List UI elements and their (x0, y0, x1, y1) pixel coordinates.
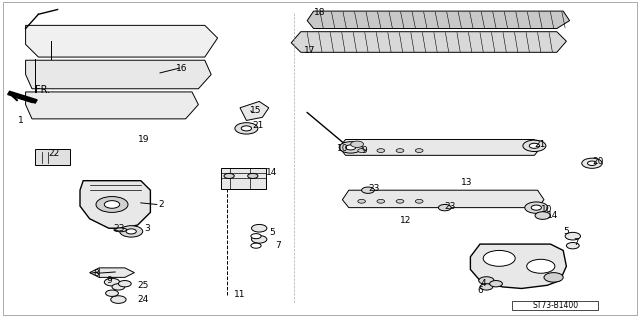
Text: 2: 2 (159, 200, 164, 209)
Text: 22: 22 (48, 149, 60, 158)
Circle shape (358, 199, 365, 203)
Circle shape (396, 199, 404, 203)
Text: 15: 15 (250, 107, 261, 115)
Text: ST73-B1400: ST73-B1400 (532, 301, 579, 310)
Text: 3: 3 (144, 224, 150, 233)
Polygon shape (342, 190, 544, 208)
Circle shape (527, 259, 555, 273)
Ellipse shape (114, 228, 127, 232)
Text: 23: 23 (113, 224, 125, 233)
Text: 16: 16 (176, 64, 188, 73)
Text: 10: 10 (337, 145, 349, 153)
Polygon shape (470, 244, 566, 288)
Circle shape (566, 243, 579, 249)
Text: 19: 19 (138, 135, 149, 144)
Polygon shape (26, 25, 218, 57)
Circle shape (235, 123, 258, 134)
Circle shape (224, 173, 234, 178)
Text: 21: 21 (534, 140, 546, 149)
Polygon shape (8, 91, 37, 103)
Circle shape (339, 142, 362, 153)
Circle shape (252, 224, 267, 232)
Polygon shape (307, 11, 570, 29)
Circle shape (362, 187, 374, 193)
Text: 5: 5 (563, 227, 569, 236)
Circle shape (251, 234, 261, 239)
Circle shape (96, 197, 128, 212)
Circle shape (112, 284, 125, 290)
Circle shape (104, 201, 120, 208)
Polygon shape (240, 101, 269, 120)
Circle shape (346, 145, 356, 150)
Circle shape (479, 277, 494, 284)
Text: 17: 17 (304, 46, 316, 55)
Bar (221, 168, 266, 189)
Bar (35, 149, 70, 165)
Circle shape (525, 202, 548, 213)
Circle shape (544, 273, 563, 282)
Circle shape (415, 199, 423, 203)
Text: 1: 1 (18, 116, 24, 125)
Text: 7: 7 (573, 238, 579, 247)
Polygon shape (291, 32, 566, 52)
Bar (512, 301, 598, 310)
Circle shape (351, 141, 364, 147)
Text: 23: 23 (368, 184, 380, 193)
Text: 6: 6 (477, 286, 483, 294)
Circle shape (535, 212, 550, 219)
Text: 7: 7 (275, 241, 281, 250)
Text: 21: 21 (253, 121, 264, 130)
Circle shape (241, 126, 252, 131)
Circle shape (358, 149, 365, 152)
Text: 24: 24 (138, 295, 149, 304)
Text: 14: 14 (266, 168, 277, 177)
Circle shape (565, 232, 580, 240)
Text: 18: 18 (314, 8, 325, 16)
Circle shape (531, 205, 541, 210)
Text: 9: 9 (362, 146, 367, 155)
Text: 5: 5 (269, 229, 275, 237)
Text: 11: 11 (234, 290, 245, 299)
Polygon shape (26, 92, 198, 119)
Circle shape (248, 173, 258, 178)
Circle shape (582, 158, 602, 168)
Circle shape (106, 290, 118, 296)
Circle shape (396, 149, 404, 152)
Text: FR.: FR. (35, 85, 51, 95)
Text: 14: 14 (547, 211, 559, 220)
Circle shape (588, 161, 596, 165)
Circle shape (251, 243, 261, 248)
Circle shape (529, 143, 540, 148)
Circle shape (120, 226, 143, 237)
Text: 10: 10 (541, 205, 552, 214)
Circle shape (377, 199, 385, 203)
Text: 25: 25 (138, 281, 149, 290)
Polygon shape (339, 139, 541, 155)
Polygon shape (80, 181, 150, 228)
Circle shape (415, 149, 423, 152)
Circle shape (483, 250, 515, 266)
Circle shape (377, 149, 385, 152)
Text: 20: 20 (592, 157, 604, 166)
Text: 23: 23 (445, 202, 456, 210)
Polygon shape (90, 268, 134, 277)
Text: 13: 13 (461, 178, 472, 187)
Circle shape (438, 204, 451, 211)
Circle shape (104, 278, 120, 286)
Text: 12: 12 (400, 216, 412, 225)
Circle shape (126, 229, 136, 234)
Circle shape (252, 236, 267, 243)
Circle shape (523, 140, 546, 152)
Circle shape (118, 281, 131, 287)
Circle shape (111, 296, 126, 303)
Text: 4: 4 (481, 279, 486, 288)
Circle shape (490, 281, 502, 287)
Polygon shape (26, 60, 211, 89)
Text: 8: 8 (93, 269, 99, 278)
Text: 9: 9 (106, 276, 112, 285)
Circle shape (480, 284, 493, 290)
